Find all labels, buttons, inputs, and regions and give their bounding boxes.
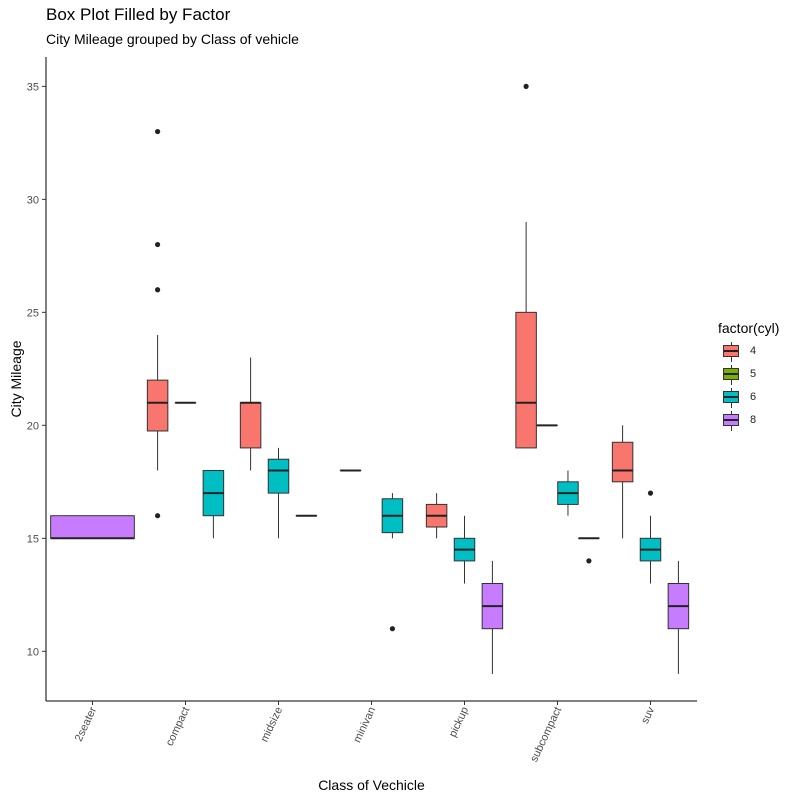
box-suv-cyl4: [611, 441, 634, 483]
box-subcompact-cyl4: [515, 311, 537, 449]
outlier-point: [155, 241, 161, 248]
x-tick-label: suv: [639, 705, 657, 726]
legend-item-4: 4: [718, 342, 779, 365]
legend-swatch: [723, 414, 739, 426]
outlier-point: [389, 626, 396, 632]
legend-swatch: [723, 368, 739, 380]
x-tick-label: minivan: [351, 705, 378, 744]
x-tick-label: 2seater: [73, 705, 100, 744]
box-compact-cyl4: [146, 379, 169, 432]
legend-label: 5: [750, 368, 757, 380]
outlier-point: [155, 128, 161, 135]
x-tick-label: pickup: [447, 705, 471, 739]
legend-items: 4 5 6 8: [718, 342, 779, 434]
chart-subtitle: City Mileage grouped by Class of vehicle: [46, 31, 299, 47]
y-axis-title: City Mileage: [8, 340, 24, 417]
x-tick-label: compact: [164, 705, 192, 748]
outlier-point: [155, 287, 161, 293]
legend-item-6: 6: [718, 388, 779, 411]
outlier-point: [647, 490, 654, 496]
legend-label: 8: [750, 414, 757, 426]
y-tick-label: 20: [27, 420, 39, 432]
legend-label: 6: [750, 391, 757, 403]
box-2seater-cyl8: [50, 515, 135, 539]
legend: factor(cyl) 4 5 6 8: [718, 320, 779, 434]
y-tick-label: 15: [27, 533, 39, 545]
legend-swatch: [723, 345, 739, 357]
x-axis-title: Class of Vechicle: [318, 777, 425, 793]
box-midsize-cyl4: [239, 402, 262, 449]
y-tick-label: 25: [27, 307, 39, 319]
x-tick-label: subcompact: [528, 705, 564, 764]
box-midsize-cyl6: [267, 458, 290, 494]
legend-item-8: 8: [718, 411, 779, 434]
y-tick-label: 30: [27, 194, 39, 206]
chart-title: Box Plot Filled by Factor: [46, 5, 231, 24]
outlier-point: [586, 558, 592, 564]
outlier-point: [155, 513, 161, 519]
y-tick-label: 10: [27, 646, 39, 658]
y-tick-label: 35: [27, 81, 39, 93]
legend-item-5: 5: [718, 365, 779, 388]
legend-title: factor(cyl): [718, 320, 780, 336]
x-tick-label: midsize: [259, 705, 286, 744]
legend-swatch: [723, 391, 739, 403]
legend-label: 4: [750, 345, 757, 357]
outlier-point: [523, 83, 529, 89]
